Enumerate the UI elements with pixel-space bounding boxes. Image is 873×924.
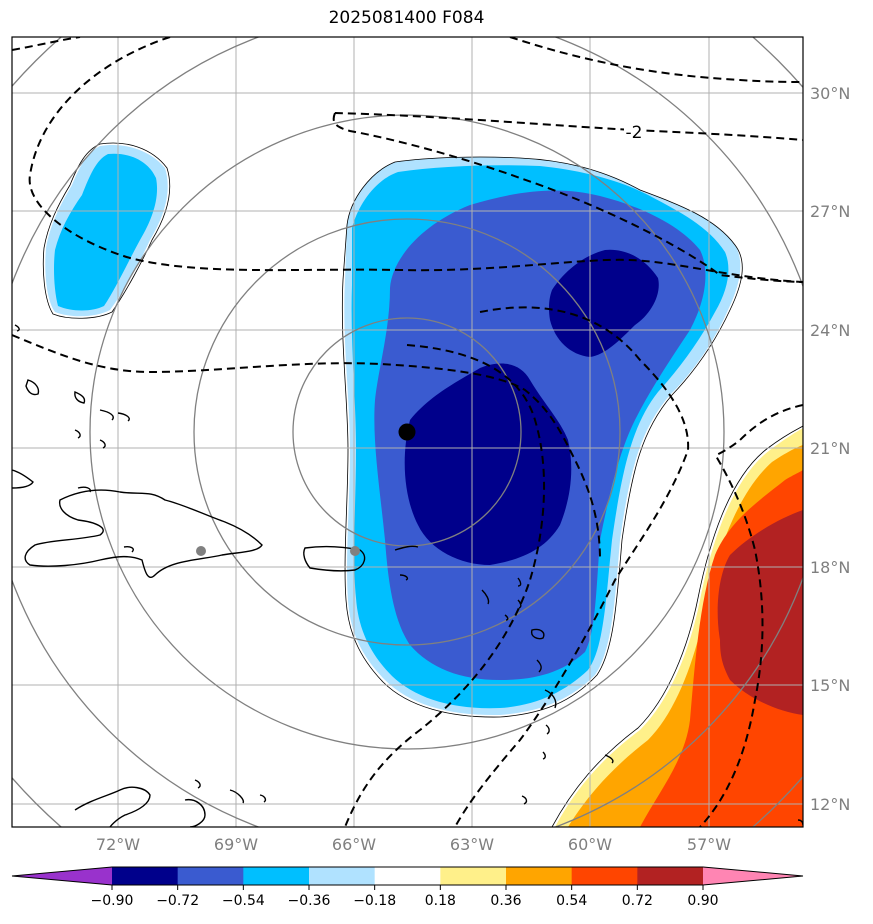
colorbar-segment bbox=[112, 867, 179, 885]
plot-frame bbox=[11, 36, 804, 828]
colorbar: −0.90 −0.72 −0.54 −0.36 −0.18 0.18 0.36 0.54 0.7… bbox=[11, 866, 804, 909]
colorbar-segment bbox=[440, 867, 507, 885]
colorbar-segment bbox=[374, 867, 441, 885]
colorbar-tick-label: 0.18 bbox=[425, 893, 456, 909]
lon-label: 69°W bbox=[214, 835, 258, 854]
map-title: 2025081400 F084 bbox=[328, 8, 485, 28]
lon-label: 66°W bbox=[332, 835, 376, 854]
colorbar-segment bbox=[243, 867, 310, 885]
lat-label: 21°N bbox=[810, 439, 850, 458]
colorbar-segment bbox=[637, 867, 704, 885]
colorbar-tick-label: −0.36 bbox=[288, 893, 331, 909]
latitude-labels: 30°N 27°N 24°N 21°N 18°N 15°N 12°N bbox=[810, 84, 850, 814]
lat-label: 30°N bbox=[810, 84, 850, 103]
lat-label: 18°N bbox=[810, 558, 850, 577]
lat-label: 12°N bbox=[810, 795, 850, 814]
colorbar-extend-high bbox=[703, 867, 803, 885]
city-dot-san-juan bbox=[350, 546, 360, 556]
contour-label: -2 bbox=[626, 123, 643, 143]
lon-label: 63°W bbox=[450, 835, 494, 854]
lat-label: 24°N bbox=[810, 321, 850, 340]
colorbar-tick-label: 0.90 bbox=[687, 893, 718, 909]
colorbar-tick-label: 0.36 bbox=[490, 893, 521, 909]
colorbar-extend-low bbox=[12, 867, 112, 885]
dashed-contours bbox=[12, 37, 803, 827]
colorbar-tick-label: −0.18 bbox=[353, 893, 396, 909]
colorbar-tick-label: 0.72 bbox=[622, 893, 653, 909]
colorbar-tick-label: −0.54 bbox=[222, 893, 265, 909]
lon-label: 57°W bbox=[687, 835, 731, 854]
colorbar-segment bbox=[506, 867, 573, 885]
lon-label: 72°W bbox=[96, 835, 140, 854]
colorbar-segment bbox=[309, 867, 376, 885]
contour-label-bg bbox=[624, 122, 644, 140]
longitude-labels: 72°W 69°W 66°W 63°W 60°W 57°W bbox=[96, 835, 731, 854]
city-dot-santo-domingo bbox=[196, 546, 206, 556]
positive-anomaly-field bbox=[555, 428, 803, 827]
storm-center-marker bbox=[398, 423, 416, 441]
lat-label: 15°N bbox=[810, 676, 850, 695]
colorbar-tick-label: 0.54 bbox=[556, 893, 587, 909]
lon-label: 60°W bbox=[568, 835, 612, 854]
colorbar-tick-label: −0.72 bbox=[156, 893, 199, 909]
colorbar-segment bbox=[571, 867, 638, 885]
colorbar-segment bbox=[177, 867, 244, 885]
colorbar-tick-label: −0.90 bbox=[91, 893, 134, 909]
lat-label: 27°N bbox=[810, 202, 850, 221]
graticule bbox=[12, 37, 803, 827]
